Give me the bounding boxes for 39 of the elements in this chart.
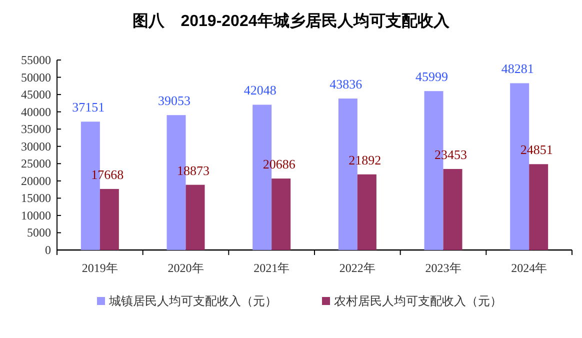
bar [186, 184, 205, 250]
bar [529, 164, 548, 250]
y-tick-label: 20000 [21, 174, 51, 188]
x-tick-label: 2023年 [425, 261, 462, 275]
y-tick-label: 5000 [27, 226, 51, 240]
legend-label: 农村居民人均可支配收入（元） [334, 294, 502, 308]
chart-title: 图八 2019-2024年城乡居民人均可支配收入 [132, 12, 450, 30]
x-tick-label: 2019年 [82, 261, 118, 275]
y-tick-label: 15000 [21, 191, 51, 206]
bar [272, 178, 291, 250]
data-label: 48281 [501, 61, 534, 76]
data-label: 45999 [416, 69, 448, 84]
data-label: 18873 [177, 162, 210, 178]
y-tick-label: 40000 [21, 104, 51, 119]
y-tick-label: 0 [45, 243, 51, 257]
y-tick-label: 35000 [21, 122, 51, 136]
data-label: 43836 [330, 76, 363, 92]
y-tick-label: 25000 [21, 156, 51, 171]
y-tick-label: 30000 [21, 139, 51, 154]
y-tick-label: 55000 [21, 53, 51, 67]
data-label: 21892 [348, 152, 382, 168]
data-label: 23453 [434, 146, 467, 162]
data-label: 20686 [262, 156, 296, 172]
legend-label: 城镇居民人均可支配收入（元） [108, 294, 277, 308]
data-label: 42048 [244, 82, 276, 98]
x-tick-label: 2021年 [254, 261, 290, 275]
bar [100, 188, 119, 250]
x-tick-label: 2024年 [511, 261, 548, 275]
x-tick-label: 2020年 [168, 261, 204, 275]
y-tick-label: 50000 [21, 70, 51, 84]
x-tick-label: 2022年 [339, 261, 376, 275]
y-tick-label: 45000 [21, 88, 51, 102]
data-label: 39053 [158, 93, 190, 108]
data-label: 37151 [72, 100, 105, 115]
y-tick-label: 10000 [21, 208, 51, 222]
data-label: 24851 [520, 142, 553, 158]
bar [357, 174, 376, 250]
data-label: 17668 [91, 166, 124, 182]
bar [443, 168, 462, 250]
